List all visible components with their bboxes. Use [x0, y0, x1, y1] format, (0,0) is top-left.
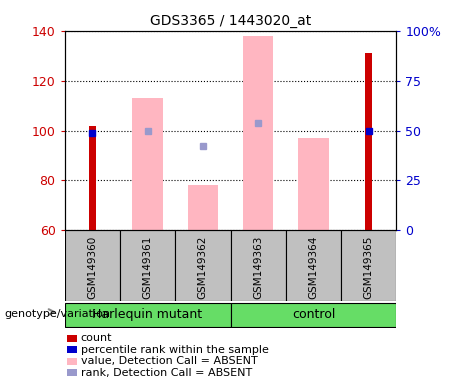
Text: rank, Detection Call = ABSENT: rank, Detection Call = ABSENT [81, 368, 252, 378]
Bar [188, 185, 218, 230]
Text: GSM149361: GSM149361 [142, 236, 153, 300]
Bar [298, 138, 329, 230]
Text: control: control [292, 308, 335, 321]
Text: Harlequin mutant: Harlequin mutant [93, 308, 202, 321]
Text: GSM149360: GSM149360 [87, 236, 97, 300]
Text: count: count [81, 333, 112, 343]
Bar [230, 230, 286, 301]
Bar [89, 126, 96, 230]
Text: GSM149363: GSM149363 [253, 236, 263, 300]
Bar [286, 230, 341, 301]
Bar [175, 230, 230, 301]
Text: genotype/variation: genotype/variation [5, 309, 111, 319]
Text: GSM149362: GSM149362 [198, 236, 208, 300]
Bar [65, 230, 120, 301]
Bar [243, 36, 273, 230]
Text: GSM149365: GSM149365 [364, 236, 374, 300]
Text: percentile rank within the sample: percentile rank within the sample [81, 345, 269, 355]
Bar [65, 303, 230, 327]
Bar [341, 230, 396, 301]
Text: value, Detection Call = ABSENT: value, Detection Call = ABSENT [81, 356, 257, 366]
Title: GDS3365 / 1443020_at: GDS3365 / 1443020_at [150, 14, 311, 28]
Text: GSM149364: GSM149364 [308, 236, 319, 300]
Bar [120, 230, 175, 301]
Bar [230, 303, 396, 327]
Bar [132, 98, 163, 230]
Bar [365, 53, 372, 230]
